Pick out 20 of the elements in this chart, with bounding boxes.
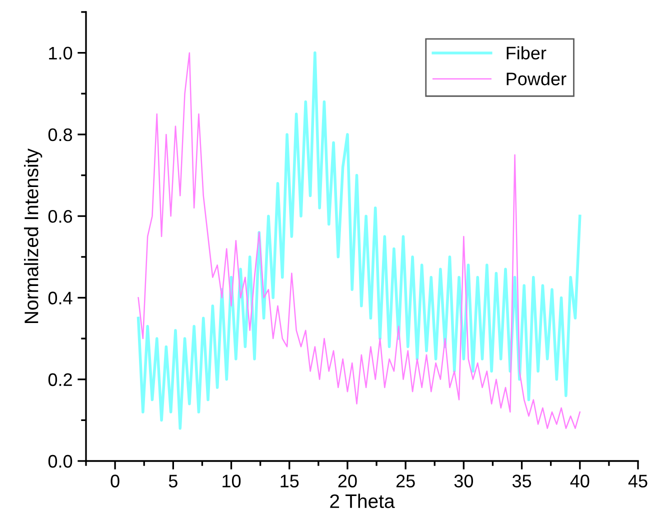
x-tick-label: 25: [396, 474, 415, 488]
legend-label: Fiber: [506, 46, 546, 60]
x-tick-label: 15: [280, 474, 299, 488]
y-tick-label: 0.6: [48, 210, 72, 223]
x-tick-label: 5: [168, 474, 178, 488]
y-tick-label: 1.0: [49, 46, 72, 60]
y-tick-label: 0.4: [48, 292, 72, 304]
x-tick-label: 45: [628, 474, 648, 488]
x-tick-label: 0: [110, 474, 120, 488]
x-tick-label: 35: [512, 474, 532, 488]
y-tick-label: 0.8: [48, 128, 72, 142]
y-axis-title: Normalized Intensity: [24, 148, 42, 323]
y-tick-label: 0.0: [48, 454, 72, 468]
x-axis-title: 2 Theta: [330, 494, 395, 508]
x-tick-label: 30: [454, 474, 474, 488]
x-tick-label: 10: [222, 474, 241, 488]
x-tick-label: 40: [570, 474, 590, 488]
legend-label: Powder: [506, 72, 566, 86]
y-tick-label: 0.2: [48, 373, 72, 386]
x-tick-label: 20: [338, 474, 357, 488]
